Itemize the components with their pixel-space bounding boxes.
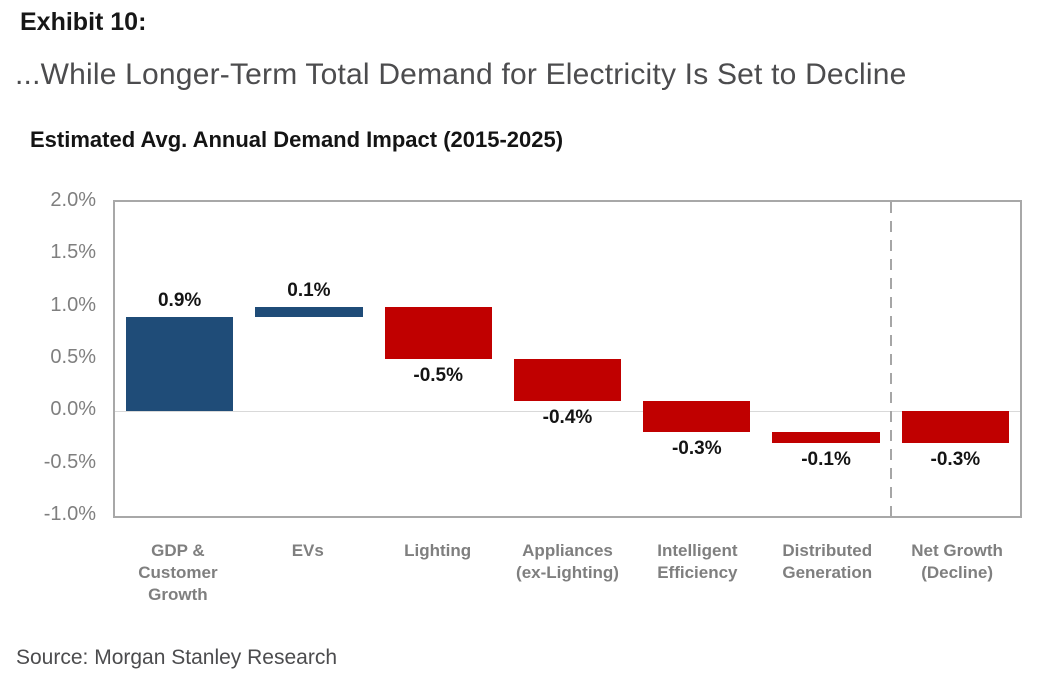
exhibit-label: Exhibit 10: xyxy=(20,8,147,36)
plot-area: 0.9% 0.1% -0.5% -0.4% -0.3% -0.1% -0.3% xyxy=(113,200,1022,518)
bar-value-label-gdp-customer-growth: 0.9% xyxy=(157,290,202,312)
bar-value-label-net-growth-decline: -0.3% xyxy=(930,448,981,470)
y-tick-label: 0.5% xyxy=(50,346,96,368)
y-tick-label: -1.0% xyxy=(43,503,96,525)
x-category-label-distributed-generation: Distributed Generation xyxy=(782,541,873,583)
y-tick-label: 0.0% xyxy=(50,398,96,421)
source-note: Source: Morgan Stanley Research xyxy=(16,646,337,669)
bar-value-label-intelligent-efficiency: -0.3% xyxy=(671,438,722,460)
x-category-label-intelligent-efficiency: Intelligent Efficiency xyxy=(657,541,738,583)
bar-value-label-appliances-ex-lighting: -0.4% xyxy=(542,406,593,428)
x-category-label-appliances-ex-lighting: Appliances (ex-Lighting) xyxy=(516,541,619,583)
y-axis: 2.0% 1.5% 1.0% 0.5% 0.0% -0.5% -1.0% xyxy=(0,189,96,525)
total-separator-dashed-line xyxy=(889,202,892,516)
bar-value-label-evs: 0.1% xyxy=(287,279,331,301)
y-tick-label: 1.0% xyxy=(50,293,96,316)
bar-value-label-distributed-generation: -0.1% xyxy=(801,448,851,470)
chart-title: Estimated Avg. Annual Demand Impact (201… xyxy=(30,127,564,152)
y-tick-label: 2.0% xyxy=(50,189,96,211)
y-tick-label: -0.5% xyxy=(43,450,96,473)
bar-value-label-lighting: -0.5% xyxy=(413,365,464,386)
x-category-label-gdp-customer-growth: GDP & Customer Growth xyxy=(138,541,218,605)
x-category-label-net-growth-decline: Net Growth (Decline) xyxy=(911,541,1003,583)
bar-net-growth-decline xyxy=(901,411,1009,443)
exhibit-subtitle: ...While Longer-Term Total Demand for El… xyxy=(15,58,907,91)
bar-appliances-ex-lighting xyxy=(513,359,622,401)
bar-lighting xyxy=(384,306,492,359)
bar-intelligent-efficiency xyxy=(643,400,751,433)
y-tick-label: 1.5% xyxy=(50,241,96,264)
x-axis: GDP & Customer Growth EVs Lighting Applianc… xyxy=(113,540,1022,606)
bar-distributed-generation xyxy=(772,432,880,443)
bar-gdp-customer-growth xyxy=(125,317,234,412)
bar-evs xyxy=(255,306,363,318)
x-category-label-lighting: Lighting xyxy=(404,541,472,560)
zero-gridline xyxy=(115,410,1020,412)
x-category-label-evs: EVs xyxy=(291,541,324,560)
